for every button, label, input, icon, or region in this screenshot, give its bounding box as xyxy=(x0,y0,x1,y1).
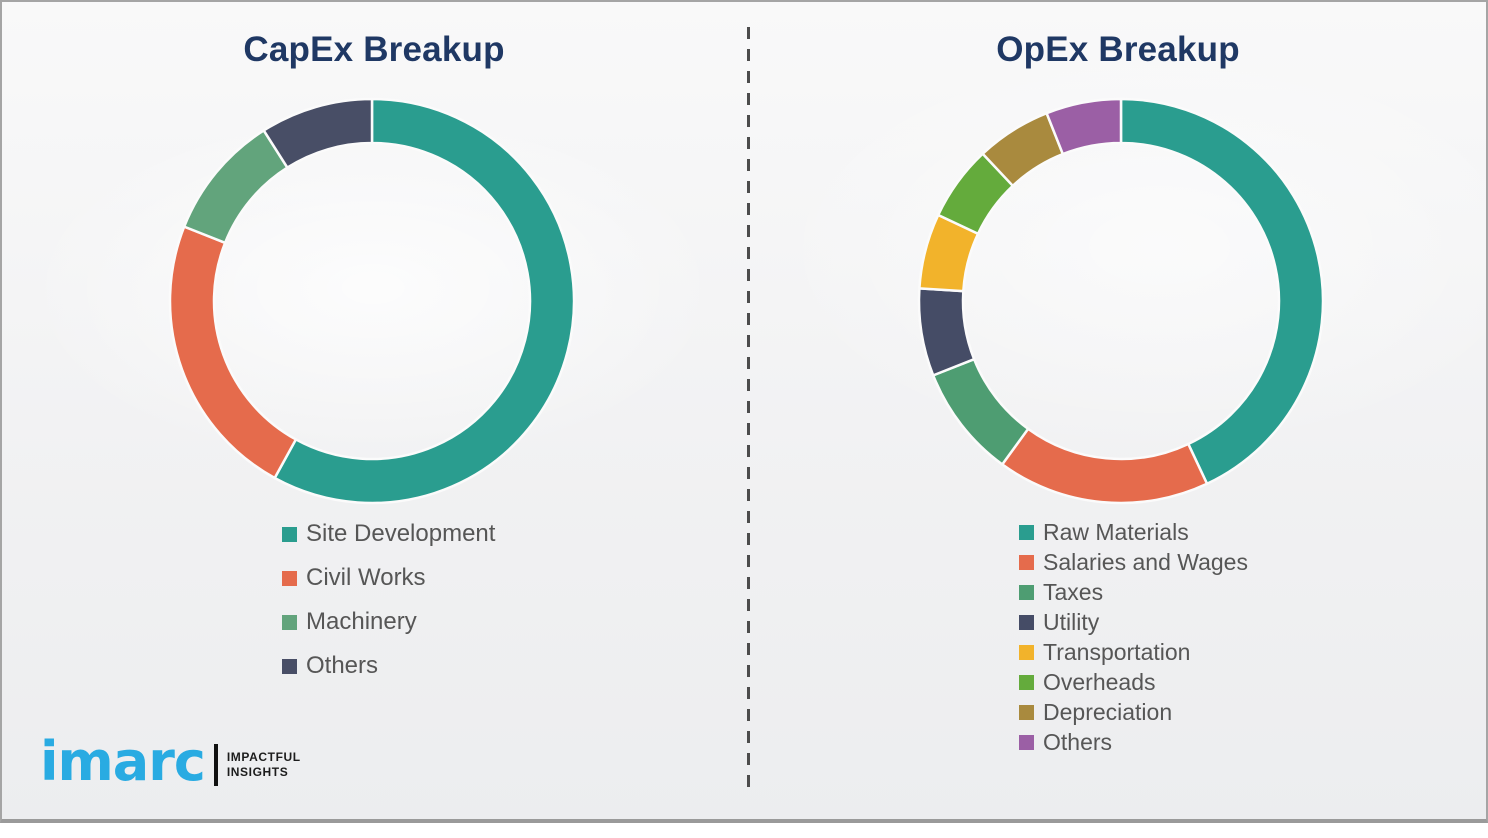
legend-item: Civil Works xyxy=(282,556,495,600)
legend-item: Machinery xyxy=(282,600,495,644)
imarc-logo-text: imarc xyxy=(40,730,206,793)
capex-legend: Site Development Civil Works Machinery O… xyxy=(282,512,495,688)
legend-swatch xyxy=(1019,674,1034,690)
opex-legend: Raw Materials Salaries and Wages Taxes U… xyxy=(1019,517,1248,757)
opex-donut-chart xyxy=(917,97,1325,505)
donut-segment-taxes xyxy=(931,357,1030,466)
legend-swatch xyxy=(1019,644,1034,660)
legend-item: Salaries and Wages xyxy=(1019,547,1248,577)
legend-item: Others xyxy=(282,644,495,688)
donut-segment-others xyxy=(262,97,374,169)
opex-panel: OpEx Breakup Raw Materials Salaries and … xyxy=(746,2,1488,838)
legend-label: Others xyxy=(1043,728,1113,755)
legend-item: Others xyxy=(1019,727,1248,757)
legend-item: Utility xyxy=(1019,607,1248,637)
legend-item: Raw Materials xyxy=(1019,517,1248,547)
donut-segment-civil-works xyxy=(168,225,298,480)
legend-item: Transportation xyxy=(1019,637,1248,667)
capex-donut-chart xyxy=(168,97,576,505)
donut-segment-machinery xyxy=(182,129,289,245)
legend-swatch xyxy=(1019,704,1034,720)
legend-swatch xyxy=(1019,554,1034,570)
legend-item: Overheads xyxy=(1019,667,1248,697)
logo-divider-bar xyxy=(213,744,218,786)
donut-segment-utility xyxy=(917,287,976,377)
donut-segment-raw-materials xyxy=(1119,97,1325,486)
legend-swatch xyxy=(1019,734,1034,750)
legend-label: Depreciation xyxy=(1043,698,1173,725)
legend-swatch xyxy=(1019,584,1034,600)
legend-label: Overheads xyxy=(1043,668,1156,695)
legend-item: Taxes xyxy=(1019,577,1248,607)
legend-label: Others xyxy=(306,652,379,679)
vertical-dashed-divider xyxy=(747,27,750,793)
legend-swatch xyxy=(1019,524,1034,540)
legend-label: Raw Materials xyxy=(1043,518,1189,545)
logo-tagline-line2: INSIGHTS xyxy=(226,765,289,779)
capex-title: CapEx Breakup xyxy=(243,30,505,69)
legend-label: Utility xyxy=(1043,608,1100,635)
legend-swatch xyxy=(1019,614,1034,630)
donut-segment-salaries-and-wages xyxy=(1001,427,1209,505)
logo-tagline-line1: IMPACTFUL xyxy=(226,750,301,764)
opex-title: OpEx Breakup xyxy=(996,30,1240,69)
donut-segment-site-development xyxy=(273,97,576,505)
imarc-logo: imarc IMPACTFUL INSIGHTS xyxy=(40,735,301,789)
legend-item: Depreciation xyxy=(1019,697,1248,727)
donut-segment-others xyxy=(1045,97,1123,156)
legend-item: Site Development xyxy=(282,512,495,556)
logo-tagline: IMPACTFUL INSIGHTS xyxy=(227,750,301,780)
legend-label: Machinery xyxy=(306,608,417,635)
legend-swatch xyxy=(282,526,297,542)
legend-label: Civil Works xyxy=(306,564,426,591)
capex-panel: CapEx Breakup Site Development Civil Wor… xyxy=(2,2,746,838)
legend-swatch xyxy=(282,570,297,586)
legend-label: Site Development xyxy=(306,520,496,547)
legend-swatch xyxy=(282,614,297,630)
legend-label: Transportation xyxy=(1043,638,1191,665)
legend-swatch xyxy=(282,658,297,674)
legend-label: Salaries and Wages xyxy=(1043,548,1248,575)
legend-label: Taxes xyxy=(1043,578,1104,605)
